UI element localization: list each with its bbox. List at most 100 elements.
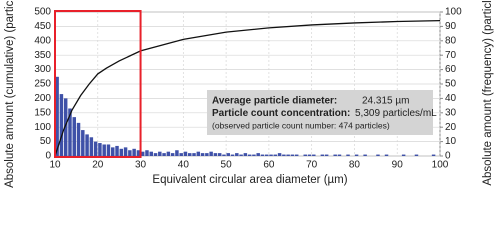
x-tick-label: 90 xyxy=(392,160,404,171)
histogram-bar xyxy=(158,151,162,156)
histogram-bar xyxy=(230,154,235,156)
histogram-bar xyxy=(312,154,316,156)
x-tick-label: 30 xyxy=(135,160,147,171)
y-tick-label: 150 xyxy=(34,107,51,118)
y2-tick-label: 100 xyxy=(445,7,462,18)
annotation-label: Particle count concentration: xyxy=(212,108,350,119)
histogram-bar xyxy=(222,154,226,156)
histogram-bar xyxy=(384,154,389,156)
histogram-bar xyxy=(85,134,89,156)
histogram-bar xyxy=(192,153,196,156)
histogram-bar xyxy=(213,153,218,156)
histogram-bar xyxy=(414,154,419,156)
histogram-bar xyxy=(205,153,209,156)
histogram-bar xyxy=(290,154,295,156)
y-tick-label: 500 xyxy=(34,7,51,18)
highlight-box xyxy=(54,10,142,158)
histogram-bar xyxy=(235,153,239,156)
histogram-bar xyxy=(132,148,136,156)
histogram-bar xyxy=(136,150,141,156)
histogram-bar xyxy=(59,94,64,156)
histogram-bar xyxy=(93,141,98,156)
histogram-bar xyxy=(303,154,307,156)
histogram-bar xyxy=(153,153,158,156)
y-tick-label: 50 xyxy=(40,136,52,147)
histogram-bar xyxy=(431,154,436,156)
y2-tick-label: 20 xyxy=(445,122,457,133)
histogram-bar xyxy=(115,145,119,156)
histogram-bar xyxy=(175,150,179,156)
y2-tick-label: 50 xyxy=(445,79,457,90)
y2-tick-label: 40 xyxy=(445,93,457,104)
histogram-bar xyxy=(346,154,350,156)
x-tick-label: 80 xyxy=(349,160,361,171)
histogram-bar xyxy=(166,151,171,156)
histogram-bar xyxy=(119,148,124,156)
histogram-bar xyxy=(170,153,175,156)
histogram-bar xyxy=(273,154,278,156)
histogram-bar xyxy=(286,154,290,156)
x-tick-label: 50 xyxy=(221,160,233,171)
histogram-bar xyxy=(363,154,367,156)
histogram-bar xyxy=(200,153,205,156)
y-tick-label: 250 xyxy=(34,79,51,90)
histogram-bar xyxy=(63,98,68,156)
y2-axis-label: Absolute amount (frequency) (particles) xyxy=(482,0,494,186)
histogram-bar xyxy=(307,154,312,156)
histogram-bar xyxy=(294,154,299,156)
annotation-note: (observed particle count number: 474 par… xyxy=(212,120,390,130)
histogram-bar xyxy=(247,154,252,156)
x-tick-label: 70 xyxy=(306,160,318,171)
histogram-bar xyxy=(376,154,380,156)
histogram-bar xyxy=(260,154,265,156)
x-tick-label: 10 xyxy=(49,160,61,171)
histogram-bar xyxy=(269,154,273,156)
histogram-bar xyxy=(98,143,102,156)
histogram-bar xyxy=(102,144,106,156)
annotation-value: 24.315 µm xyxy=(362,96,409,107)
y2-tick-label: 60 xyxy=(445,64,457,75)
histogram-bar xyxy=(106,144,111,156)
y-tick-label: 300 xyxy=(34,64,51,75)
histogram-bar xyxy=(196,151,201,156)
histogram-bar xyxy=(89,137,94,156)
histogram-bar xyxy=(128,150,132,156)
y2-tick-label: 30 xyxy=(445,107,457,118)
histogram-bar xyxy=(72,117,76,156)
y-tick-label: 350 xyxy=(34,50,51,61)
histogram-bar xyxy=(188,153,192,156)
y2-tick-label: 70 xyxy=(445,50,457,61)
x-tick-label: 20 xyxy=(92,160,104,171)
annotation-box xyxy=(207,90,433,135)
histogram-bar xyxy=(55,76,59,156)
y2-tick-label: 10 xyxy=(445,136,457,147)
histogram-bar xyxy=(265,154,269,156)
x-tick-label: 100 xyxy=(432,160,449,171)
annotation-label: Average particle diameter: xyxy=(212,96,337,107)
histogram-bar xyxy=(162,153,166,156)
histogram-bar xyxy=(401,154,406,156)
histogram-bar xyxy=(282,154,286,156)
histogram-bar xyxy=(145,150,149,156)
y-tick-label: 200 xyxy=(34,93,51,104)
y-tick-label: 450 xyxy=(34,21,51,32)
y-axis-label: Absolute amount (cumulative) (particles) xyxy=(4,0,16,188)
histogram-bar xyxy=(324,154,329,156)
histogram-bar xyxy=(239,154,243,156)
histogram-bar xyxy=(149,151,153,156)
histogram-bar xyxy=(217,153,222,156)
x-tick-label: 40 xyxy=(178,160,190,171)
histogram-bar xyxy=(243,153,248,156)
x-axis-label: Equivalent circular area diameter (µm) xyxy=(152,174,347,186)
histogram-bar xyxy=(226,153,230,156)
histogram-bar xyxy=(333,154,337,156)
histogram-bar xyxy=(337,154,342,156)
histogram-bar xyxy=(252,154,256,156)
histogram-bar xyxy=(111,147,115,156)
histogram-bar xyxy=(140,151,145,156)
y-tick-label: 100 xyxy=(34,122,51,133)
histogram-bar xyxy=(68,108,72,156)
y2-tick-label: 80 xyxy=(445,35,457,46)
x-tick-label: 60 xyxy=(263,160,275,171)
histogram-bar xyxy=(277,153,282,156)
